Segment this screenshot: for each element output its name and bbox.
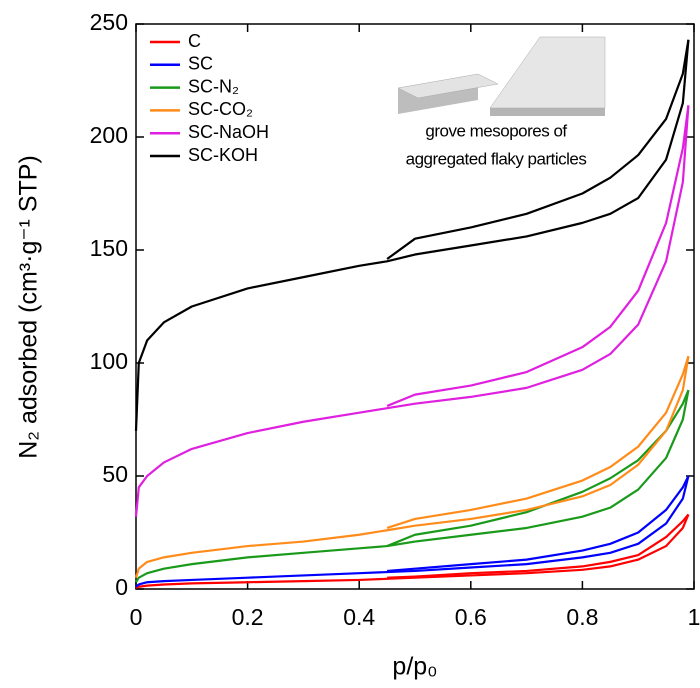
y-tick-label: 50 <box>102 461 128 487</box>
y-tick-label: 100 <box>90 348 128 374</box>
legend-label: SC-KOH <box>188 145 258 165</box>
x-axis-label: p/p₀ <box>392 653 437 681</box>
legend-label: SC-NaOH <box>188 122 269 142</box>
annotation: grove mesopores of <box>425 121 567 140</box>
x-tick-label: 0 <box>130 604 143 630</box>
annotation: aggregated flaky particles <box>406 149 587 168</box>
x-tick-label: 1 <box>688 604 700 630</box>
illustration <box>397 36 606 116</box>
x-tick-label: 0.2 <box>232 604 264 630</box>
desorption-line <box>387 475 690 573</box>
adsorption-line <box>134 39 690 431</box>
slab-top <box>397 73 499 99</box>
adsorption-line <box>135 389 690 583</box>
adsorption-line <box>135 475 690 588</box>
adsorption-line <box>135 514 690 589</box>
adsorption-line <box>134 356 690 579</box>
desorption-line <box>387 513 690 579</box>
x-tick-label: 0.6 <box>455 604 487 630</box>
legend-label: SC-CO₂ <box>188 99 253 119</box>
x-tick-label: 0.4 <box>343 604 375 630</box>
slab-top <box>489 36 606 109</box>
desorption-line <box>386 389 690 548</box>
y-tick-label: 0 <box>115 574 128 600</box>
y-tick-label: 200 <box>90 122 128 148</box>
desorption-line <box>386 355 690 530</box>
legend-label: SC-N₂ <box>188 76 239 96</box>
y-axis-label: N₂ adsorbed (cm³·g⁻¹ STP) <box>15 155 43 459</box>
slab-side <box>490 108 605 116</box>
desorption-line <box>386 105 690 407</box>
adsorption-line <box>134 105 690 517</box>
desorption-line <box>386 39 690 260</box>
legend-label: C <box>188 31 201 51</box>
y-tick-label: 150 <box>90 235 128 261</box>
y-tick-label: 250 <box>90 9 128 35</box>
x-tick-label: 0.8 <box>566 604 598 630</box>
legend-label: SC <box>188 54 213 74</box>
plot-frame <box>135 23 695 590</box>
